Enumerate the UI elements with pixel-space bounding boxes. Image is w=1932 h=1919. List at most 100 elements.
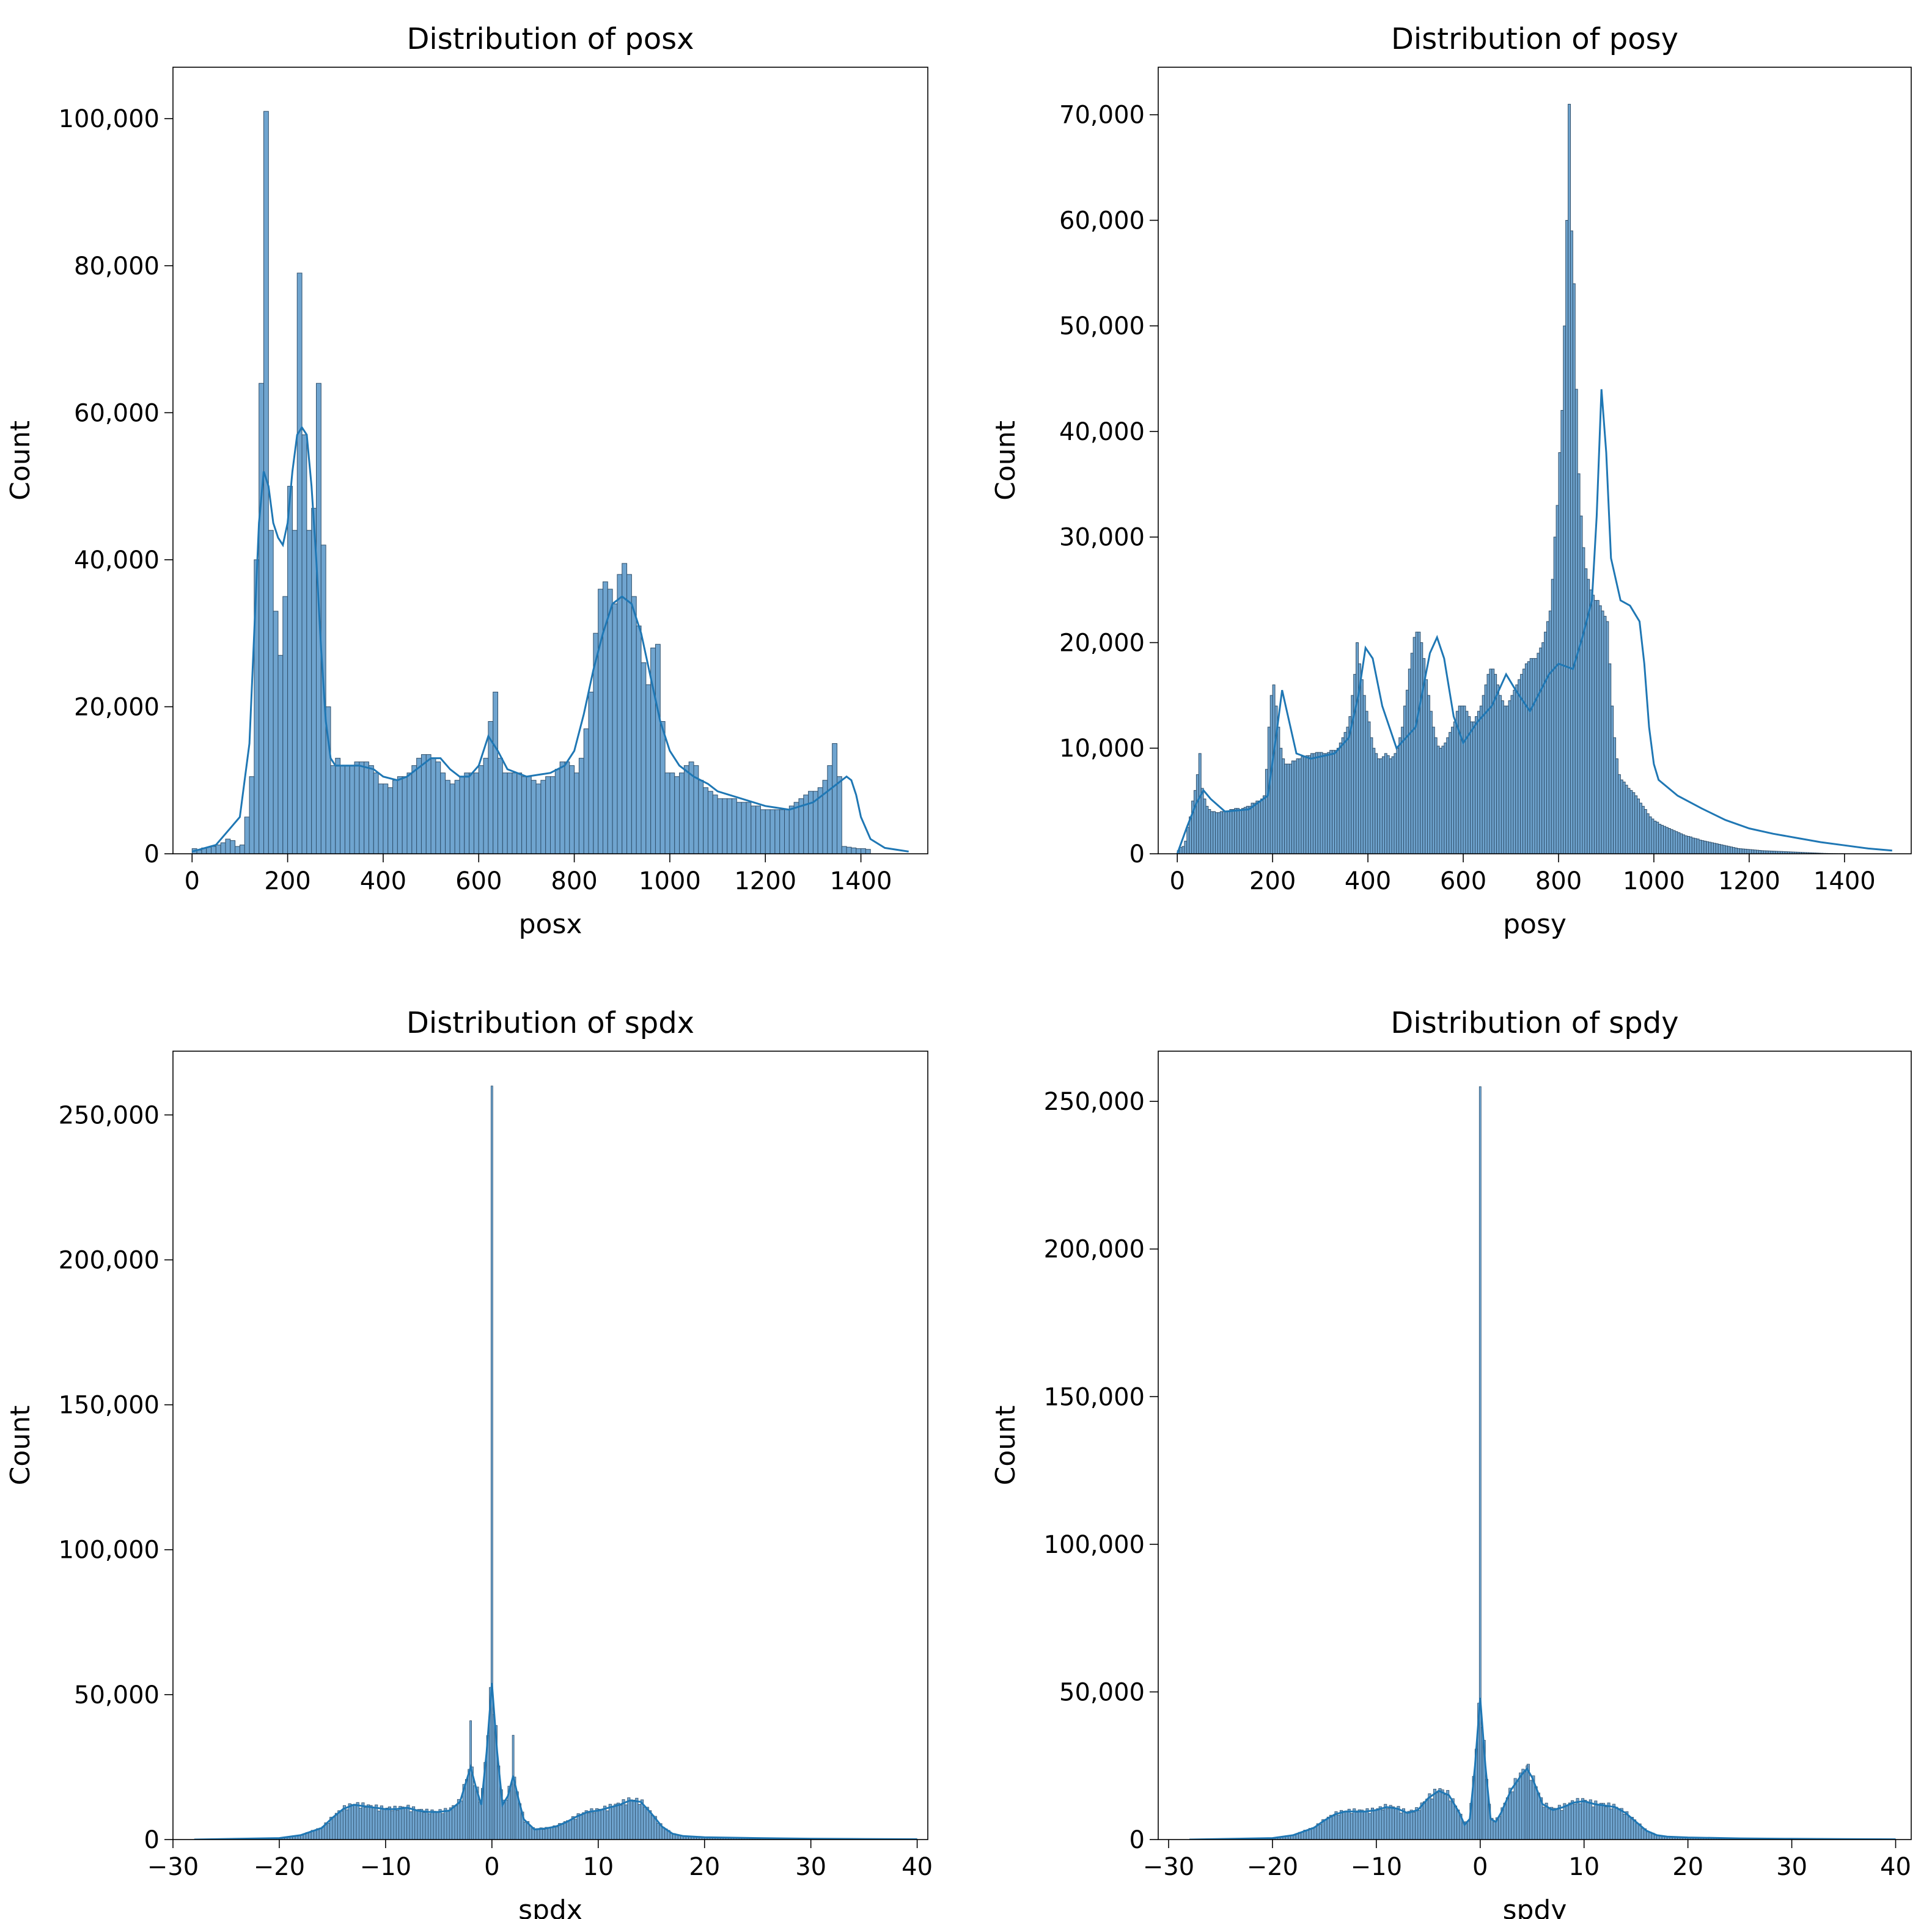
histogram-bar xyxy=(846,846,852,854)
histogram-bar xyxy=(349,765,355,854)
histogram-bar xyxy=(1258,801,1262,854)
histogram-bar xyxy=(425,754,432,854)
histogram-bar xyxy=(383,783,389,854)
histogram-bar xyxy=(472,1785,477,1840)
x-tick-label: −20 xyxy=(1247,1853,1298,1881)
histogram-bar xyxy=(478,1802,482,1840)
histogram-bar xyxy=(1568,103,1571,854)
kde-line xyxy=(194,1682,917,1840)
histogram-bar xyxy=(1342,1811,1346,1840)
histogram-bar xyxy=(1251,802,1254,854)
histogram-bar xyxy=(1347,1808,1351,1840)
histogram-bar xyxy=(1398,737,1402,854)
histogram-bar xyxy=(1644,809,1647,854)
histogram-bar xyxy=(215,845,221,854)
histogram-bar xyxy=(1396,747,1400,854)
histogram-bar xyxy=(1200,788,1204,854)
x-tick-label: 200 xyxy=(264,867,310,895)
histogram-bar xyxy=(1409,1810,1413,1840)
histogram-bar xyxy=(1472,721,1476,854)
chart-panel-posy: 0 200 400 600 800 1000 1200 1400 0 10,000 20,000 30… xyxy=(990,22,1912,940)
histogram-bar xyxy=(1389,758,1392,854)
histogram-bar xyxy=(751,805,757,854)
histogram-bar xyxy=(452,1805,455,1840)
x-tick-label: 800 xyxy=(1535,867,1582,895)
histogram-bar xyxy=(1368,1813,1372,1840)
histogram-bar xyxy=(1284,763,1288,854)
histogram-bar xyxy=(411,1806,416,1840)
histogram-bar xyxy=(1306,755,1309,854)
y-tick-label: 50,000 xyxy=(1059,1678,1145,1706)
histogram-bar xyxy=(563,1821,567,1840)
histogram-bar xyxy=(851,847,857,854)
histogram-bar xyxy=(555,1826,559,1840)
histogram-bar xyxy=(1375,753,1378,854)
histogram-bar xyxy=(1193,790,1197,854)
histogram-bar xyxy=(1282,758,1285,854)
histogram-bar xyxy=(1744,848,1747,854)
plot-area xyxy=(194,1085,918,1840)
histogram-bar xyxy=(836,776,842,854)
histogram-bar xyxy=(793,802,799,854)
histogram-bar xyxy=(1353,1808,1356,1840)
histogram-bar xyxy=(1315,752,1318,854)
histogram-bar xyxy=(369,1805,373,1840)
histogram-bar xyxy=(679,772,685,854)
chart-panel-spdx: −30 −20 −10 0 10 20 30 40 0 50,000 100,000 150,000 2… xyxy=(5,1006,933,1919)
histogram-bar xyxy=(364,761,369,854)
histogram-bar xyxy=(1505,1797,1509,1840)
histogram-bar xyxy=(1386,1808,1390,1840)
histogram-bar xyxy=(330,765,336,854)
histogram-bar xyxy=(406,772,413,854)
histogram-bar xyxy=(1370,1807,1375,1840)
histogram-bar xyxy=(1412,1811,1416,1840)
histogram-bar xyxy=(1622,782,1626,854)
y-tick-label: 100,000 xyxy=(59,1536,160,1565)
histogram-bar xyxy=(444,1808,447,1840)
histogram-bar xyxy=(1515,684,1519,854)
histogram-bar xyxy=(645,684,652,854)
histogram-bar xyxy=(1451,727,1454,854)
histogram-bar xyxy=(373,772,379,854)
y-tick-label: 40,000 xyxy=(74,546,160,574)
histogram-bar xyxy=(435,761,441,854)
histogram-bar xyxy=(211,846,216,854)
histogram-bar xyxy=(1547,1808,1551,1840)
histogram-bar xyxy=(1730,846,1733,854)
histogram-bar xyxy=(1754,849,1757,854)
histogram-bar xyxy=(422,1812,426,1840)
histogram-bar xyxy=(1425,1799,1429,1840)
histogram-bar xyxy=(1455,711,1459,854)
histogram-bar xyxy=(1701,840,1705,854)
histogram-bar xyxy=(1725,845,1728,854)
histogram-bar xyxy=(1498,1816,1502,1840)
histogram-bar xyxy=(1343,732,1347,854)
histogram-bar xyxy=(1586,1802,1590,1840)
histogram-bar xyxy=(1727,846,1731,854)
histogram-bar xyxy=(1291,760,1295,854)
histogram-bar xyxy=(1248,805,1252,854)
histogram-bar xyxy=(296,273,303,854)
y-tick-label: 250,000 xyxy=(1044,1088,1145,1116)
histogram-bar xyxy=(1403,705,1406,854)
histogram-bar xyxy=(1436,746,1440,854)
histogram-bar xyxy=(1708,842,1712,854)
histogram-bar xyxy=(340,765,345,854)
histogram-bar xyxy=(483,758,489,854)
plot-area xyxy=(1176,103,1892,854)
histogram-bar xyxy=(603,1805,607,1840)
histogram-bar xyxy=(399,1806,402,1840)
histogram-bar xyxy=(1551,579,1554,854)
histogram-bar xyxy=(445,780,450,854)
histogram-bar xyxy=(1713,843,1716,854)
histogram-bar xyxy=(1751,849,1755,854)
histogram-bar xyxy=(473,772,479,854)
histogram-bar xyxy=(268,530,274,854)
histogram-bar xyxy=(1255,801,1259,854)
y-tick-label: 0 xyxy=(1129,1826,1145,1854)
histogram-bar xyxy=(344,765,350,854)
kde-line xyxy=(1176,389,1892,854)
histogram-bar xyxy=(1620,779,1623,854)
histogram-bar xyxy=(1229,809,1233,854)
histogram-bar xyxy=(430,758,436,854)
